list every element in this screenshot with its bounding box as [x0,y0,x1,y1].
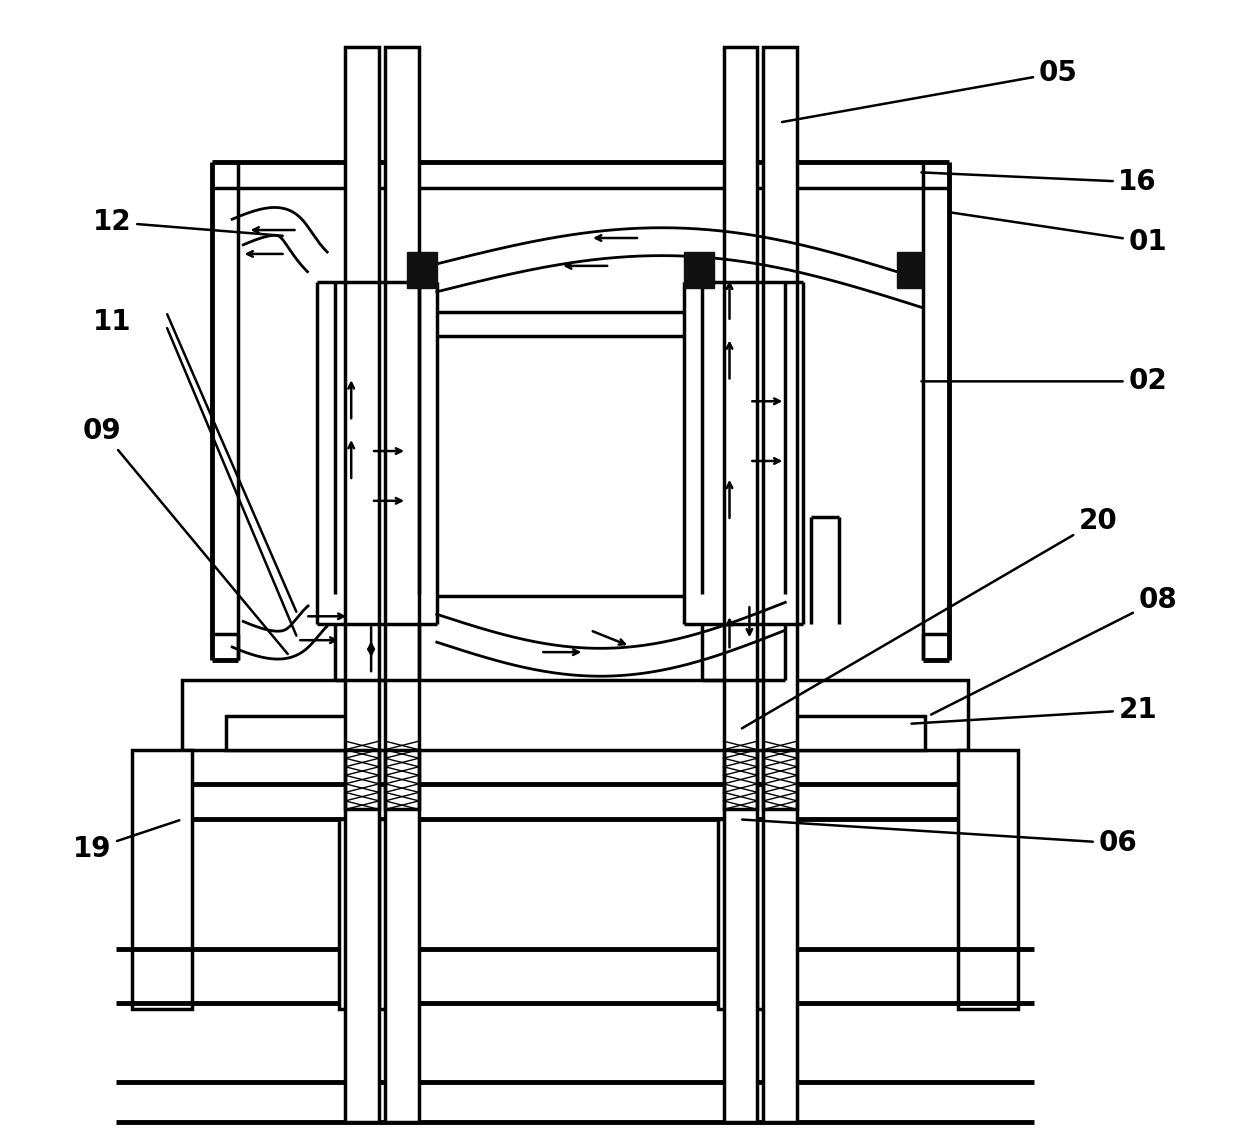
Bar [723,750,758,809]
Text: 05: 05 [782,58,1078,122]
Text: 12: 12 [93,208,283,236]
Bar [764,47,797,1122]
Text: 21: 21 [911,696,1157,723]
Bar [683,252,713,288]
Text: 01: 01 [951,212,1167,256]
Bar [133,750,192,1009]
Text: 16: 16 [921,168,1157,196]
Bar [182,680,968,750]
Bar [764,750,797,809]
Bar [386,47,419,1122]
Bar [897,252,923,288]
Bar [758,819,791,1009]
Bar [226,715,355,750]
Text: 02: 02 [921,367,1167,395]
Text: 19: 19 [73,820,180,864]
Bar [379,819,413,1009]
Bar [345,47,379,1122]
Text: 09: 09 [83,418,288,654]
Bar [795,715,925,750]
Bar [959,750,1018,1009]
Bar [340,819,373,1009]
Bar [407,252,436,288]
Bar [386,750,419,809]
Bar [723,47,758,1122]
Bar [345,750,379,809]
Text: 11: 11 [93,308,131,335]
Text: 06: 06 [743,819,1137,857]
Text: 08: 08 [931,586,1177,714]
Bar [718,819,751,1009]
Text: 20: 20 [742,507,1117,728]
